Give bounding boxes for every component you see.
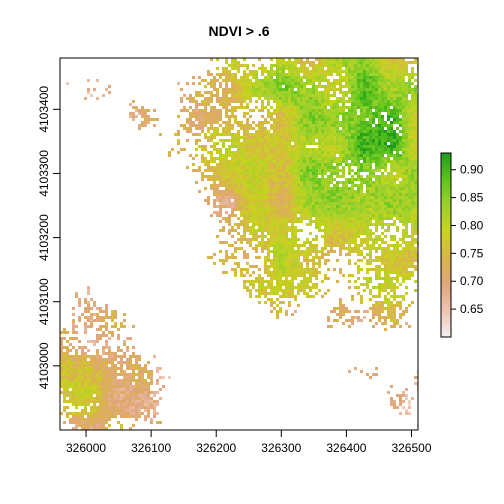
colorbar-tick-label: 0.75 xyxy=(460,246,484,260)
y-tick-label: 4103400 xyxy=(37,86,51,133)
y-axis: 4103000 4103100 4103200 4103300 4103400 xyxy=(37,86,60,389)
x-tick-label: 326500 xyxy=(391,441,431,455)
y-tick-label: 4103300 xyxy=(37,150,51,197)
colorbar-tick-label: 0.90 xyxy=(460,163,484,177)
colorbar-tick-label: 0.70 xyxy=(460,274,484,288)
colorbar-tick-label: 0.65 xyxy=(460,302,484,316)
x-tick-label: 326100 xyxy=(131,441,171,455)
colorbar xyxy=(440,152,452,338)
x-tick-label: 326400 xyxy=(326,441,366,455)
plot-frame xyxy=(59,57,419,431)
y-tick-label: 4103200 xyxy=(37,214,51,261)
y-tick-label: 4103100 xyxy=(37,278,51,325)
colorbar-ticks: 0.65 0.70 0.75 0.80 0.85 0.90 xyxy=(451,163,484,316)
colorbar-tick-label: 0.85 xyxy=(460,191,484,205)
colorbar-tick-label: 0.80 xyxy=(460,218,484,232)
x-tick-label: 326200 xyxy=(196,441,236,455)
plot-title: NDVI > .6 xyxy=(208,23,269,39)
ndvi-raster xyxy=(60,58,418,430)
x-tick-label: 326300 xyxy=(261,441,301,455)
y-tick-label: 4103000 xyxy=(37,342,51,389)
x-axis: 326000 326100 326200 326300 326400 326500 xyxy=(66,430,432,455)
x-tick-label: 326000 xyxy=(66,441,106,455)
